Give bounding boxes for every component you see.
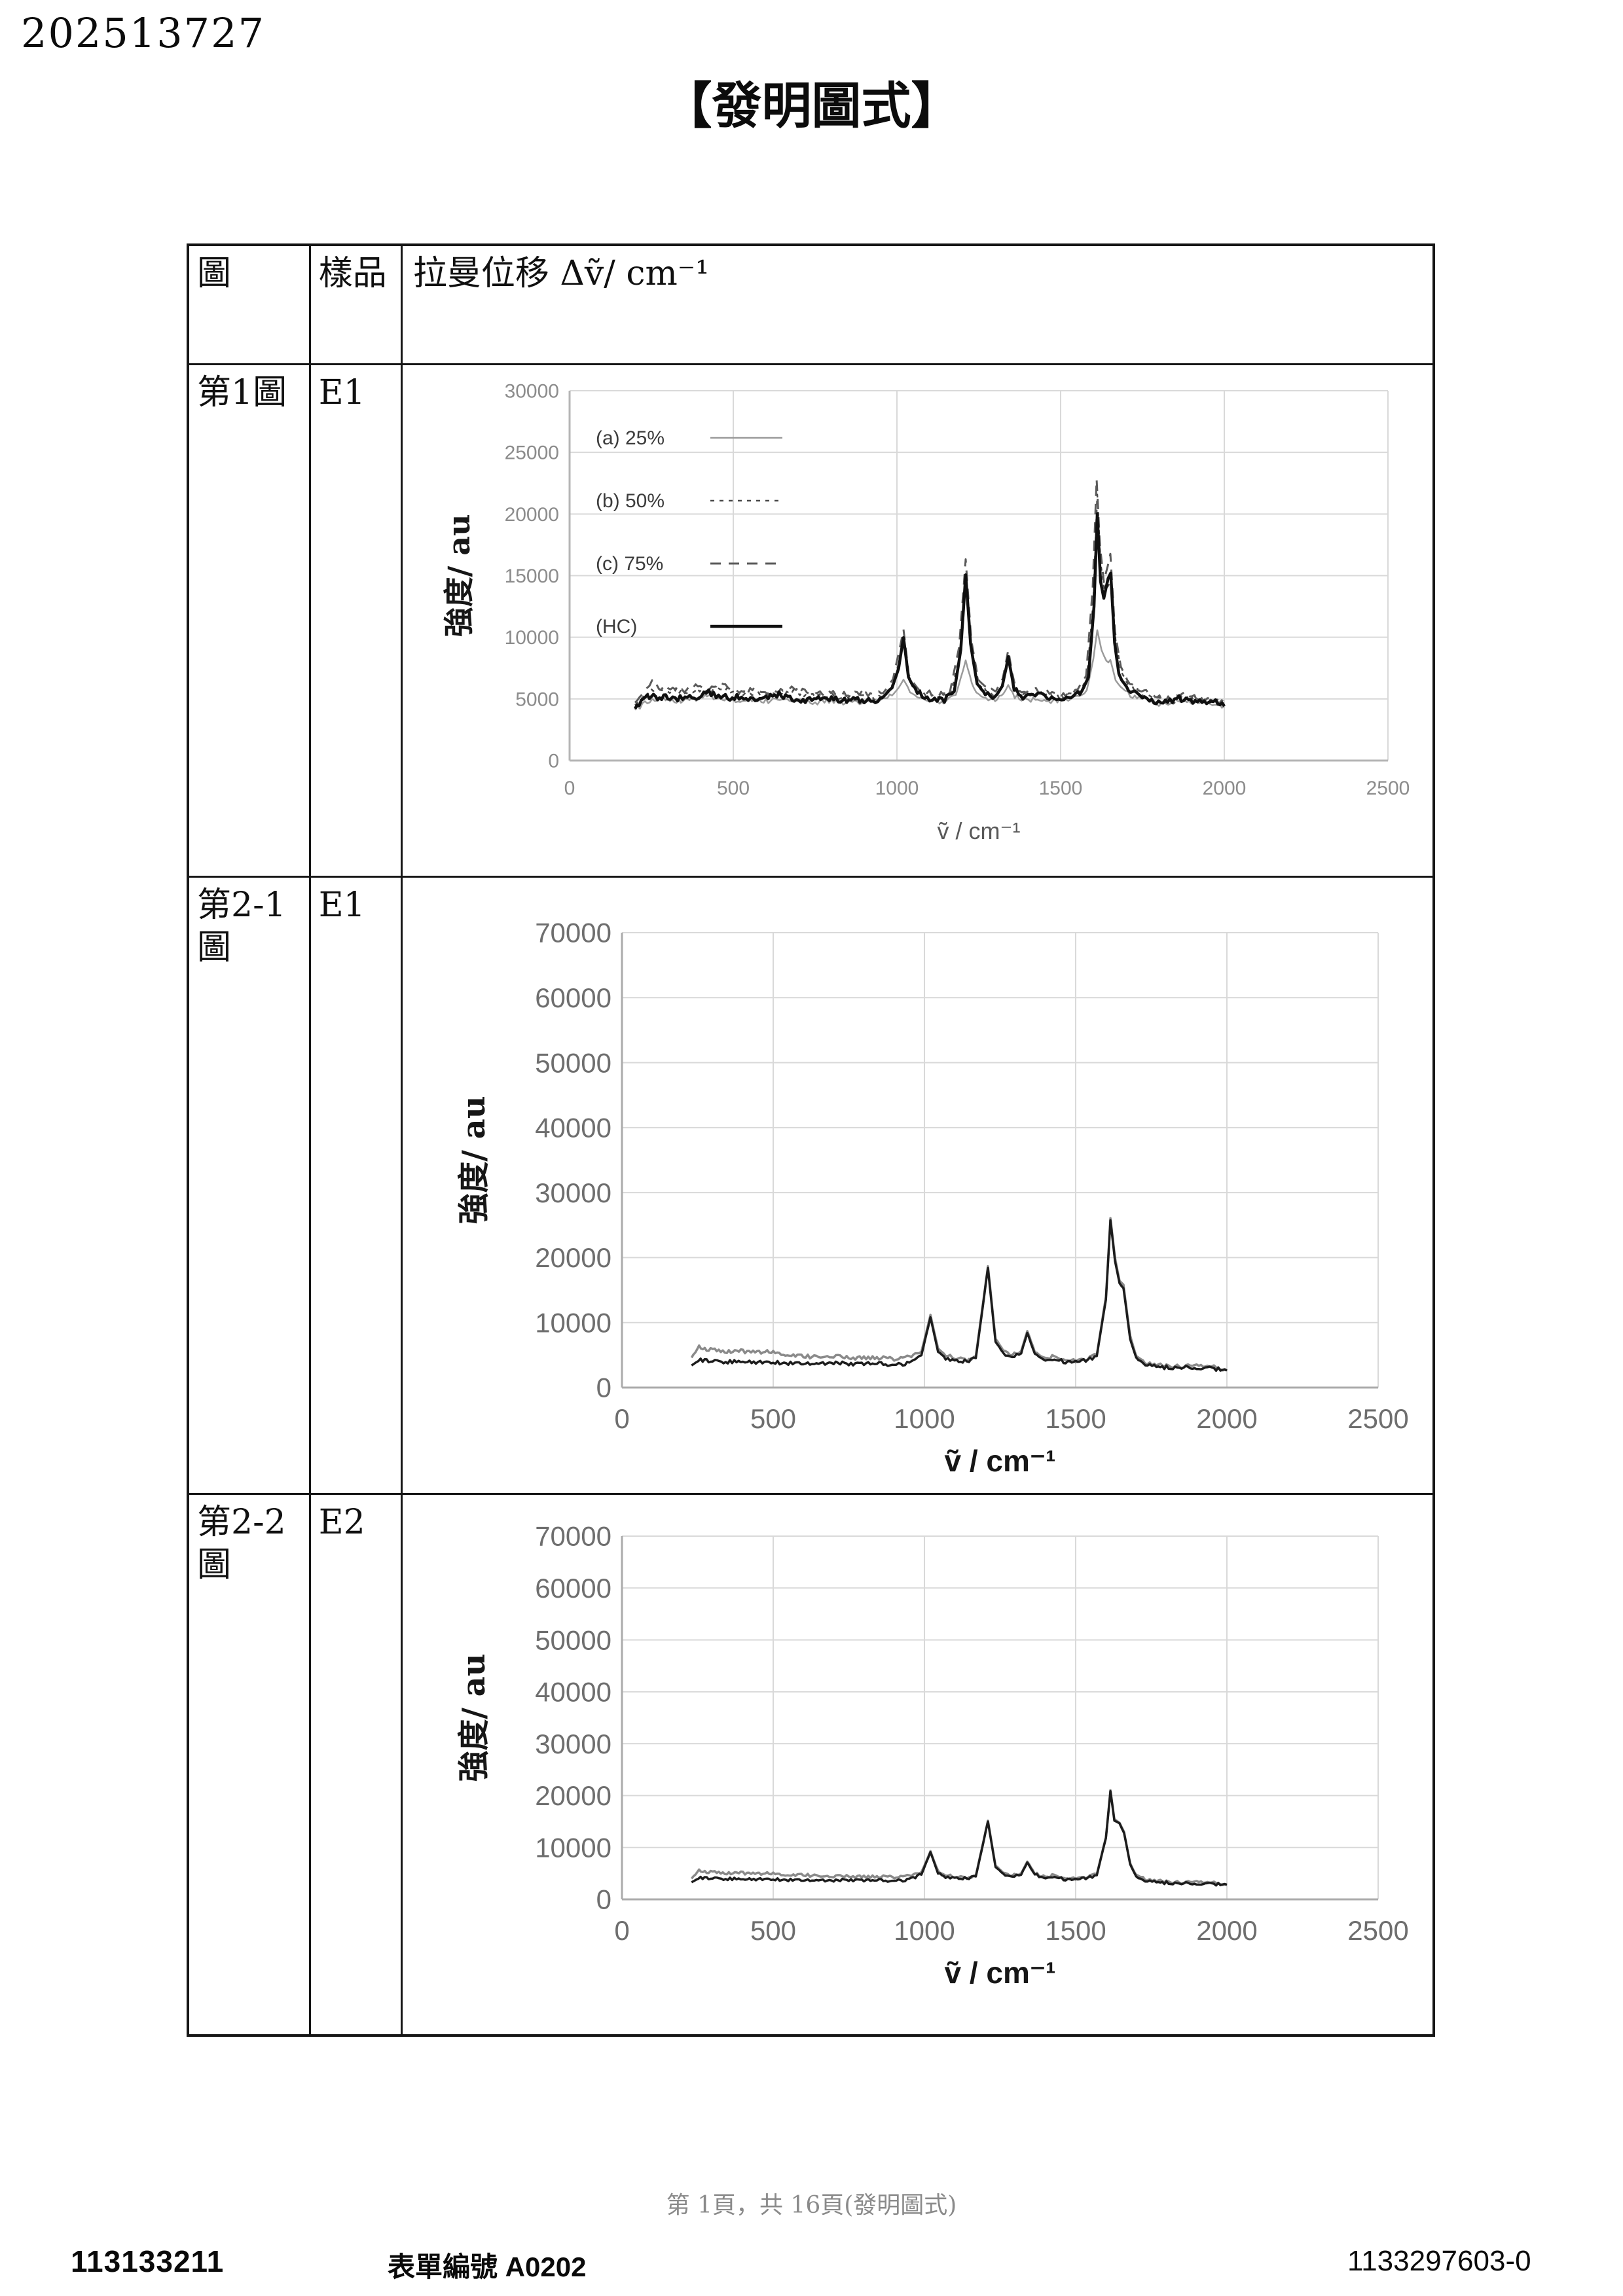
svg-text:2500: 2500 [1347,1915,1408,1946]
svg-text:10000: 10000 [504,627,558,649]
svg-text:40000: 40000 [535,1676,611,1707]
figure-1-label: 第1圖 [187,363,311,878]
header-sample: 樣品 [308,243,403,365]
svg-text:0: 0 [564,778,575,799]
svg-text:1000: 1000 [875,778,919,799]
svg-text:2500: 2500 [1366,778,1410,799]
svg-text:30000: 30000 [535,1177,611,1208]
svg-text:(c) 75%: (c) 75% [596,553,663,575]
svg-text:60000: 60000 [535,982,611,1013]
svg-text:0: 0 [596,1372,611,1403]
figure-1-sample: E1 [308,363,403,878]
header-figure: 圖 [187,243,311,365]
page-title: 【發明圖式】 [662,77,961,135]
figure-1-spectrum-svg: 0 5000 10000 15000 20000 25000 30000 0 500 1000 15… [441,380,1410,844]
figure-2-1-spectrum-svg: 0 10000 20000 30000 40000 50000 60000 70000 0 500… [456,917,1409,1477]
svg-text:0: 0 [614,1403,629,1434]
svg-text:2000: 2000 [1202,778,1246,799]
svg-text:500: 500 [750,1403,796,1434]
svg-text:強度/ au: 強度/ au [441,514,477,637]
svg-text:20000: 20000 [504,503,558,525]
svg-text:2000: 2000 [1196,1915,1257,1946]
svg-text:2500: 2500 [1347,1403,1408,1434]
footer-page-indicator: 第 1頁，共 16頁(發明圖式) [666,2192,957,2219]
table-header-row: 圖 樣品 拉曼位移 Δṽ/ cm⁻¹ [187,243,1435,365]
svg-text:15000: 15000 [504,565,558,587]
figure-2-1-label: 第2-1圖 [187,875,311,1495]
svg-text:0: 0 [548,750,559,772]
svg-text:強度/ au: 強度/ au [456,1096,492,1224]
figure-2-1-chart-cell: 0 10000 20000 30000 40000 50000 60000 70000 0 500… [400,875,1435,1495]
svg-text:0: 0 [596,1884,611,1914]
svg-text:70000: 70000 [535,917,611,948]
svg-text:50000: 50000 [535,1624,611,1655]
figure-2-1-sample: E1 [308,875,403,1495]
svg-text:10000: 10000 [535,1307,611,1338]
svg-text:ṽ / cm⁻¹: ṽ / cm⁻¹ [944,1444,1055,1476]
figure-2-1-chart: 0 10000 20000 30000 40000 50000 60000 70000 0 500… [422,893,1425,1486]
svg-text:強度/ au: 強度/ au [456,1653,492,1782]
svg-text:20000: 20000 [535,1780,611,1811]
svg-text:50000: 50000 [535,1047,611,1078]
figure-table: 圖 樣品 拉曼位移 Δṽ/ cm⁻¹ 第1圖 E1 0 5000 10000 1500… [187,243,1435,2037]
svg-text:(a) 25%: (a) 25% [596,427,665,449]
figure-1-chart-cell: 0 5000 10000 15000 20000 25000 30000 0 500 1000 15… [400,363,1435,878]
svg-text:0: 0 [614,1915,629,1946]
footer-document-number: 1133297603-0 [1347,2245,1531,2277]
svg-text:30000: 30000 [504,381,558,403]
svg-text:10000: 10000 [535,1832,611,1863]
svg-text:2000: 2000 [1196,1403,1257,1434]
svg-text:1000: 1000 [894,1915,955,1946]
svg-text:1500: 1500 [1038,778,1082,799]
patent-publication-number: 202513727 [21,9,266,57]
figure-2-2-label: 第2-2圖 [187,1492,311,2036]
svg-text:70000: 70000 [535,1520,611,1551]
figure-2-2-chart-cell: 0 10000 20000 30000 40000 50000 60000 70000 0 500… [400,1492,1435,2036]
svg-text:500: 500 [717,778,750,799]
svg-text:500: 500 [750,1915,796,1946]
footer-application-number: 113133211 [71,2244,225,2278]
svg-text:1500: 1500 [1045,1403,1106,1434]
svg-text:40000: 40000 [535,1112,611,1143]
svg-text:ṽ / cm⁻¹: ṽ / cm⁻¹ [944,1956,1055,1990]
svg-text:30000: 30000 [535,1728,611,1759]
table-row-figure-2-1: 第2-1圖 E1 0 10000 20000 30000 40000 50000 60000… [187,875,1435,1495]
figure-2-2-spectrum-svg: 0 10000 20000 30000 40000 50000 60000 70000 0 500… [456,1520,1409,1990]
footer-form-number: 表單編號 A0202 [388,2251,587,2282]
svg-text:20000: 20000 [535,1242,611,1273]
table-row-figure-1: 第1圖 E1 0 5000 10000 15000 20000 25000 30000 0 50… [187,363,1435,878]
header-raman-shift: 拉曼位移 Δṽ/ cm⁻¹ [400,243,1435,365]
figure-2-2-sample: E2 [308,1492,403,2036]
svg-text:ṽ / cm⁻¹: ṽ / cm⁻¹ [937,817,1020,844]
svg-text:(HC): (HC) [596,616,637,637]
svg-text:5000: 5000 [515,689,559,710]
table-row-figure-2-2: 第2-2圖 E2 0 10000 20000 30000 40000 50000 60000… [187,1492,1435,2036]
svg-text:1500: 1500 [1045,1915,1106,1946]
svg-text:60000: 60000 [535,1572,611,1603]
svg-text:25000: 25000 [504,442,558,463]
figure-1-chart: 0 5000 10000 15000 20000 25000 30000 0 500 1000 15… [422,380,1425,869]
svg-text:1000: 1000 [894,1403,955,1434]
svg-text:(b) 50%: (b) 50% [596,490,665,512]
figure-2-2-chart: 0 10000 20000 30000 40000 50000 60000 70000 0 500… [422,1507,1425,2028]
